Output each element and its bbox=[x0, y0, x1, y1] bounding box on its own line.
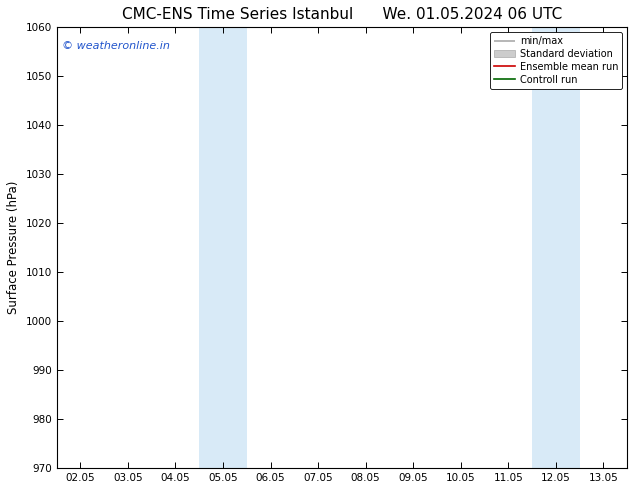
Legend: min/max, Standard deviation, Ensemble mean run, Controll run: min/max, Standard deviation, Ensemble me… bbox=[489, 32, 622, 89]
Y-axis label: Surface Pressure (hPa): Surface Pressure (hPa) bbox=[7, 181, 20, 315]
Title: CMC-ENS Time Series Istanbul      We. 01.05.2024 06 UTC: CMC-ENS Time Series Istanbul We. 01.05.2… bbox=[122, 7, 562, 22]
Bar bbox=[199, 27, 247, 468]
Text: © weatheronline.in: © weatheronline.in bbox=[62, 41, 170, 50]
Bar bbox=[532, 27, 579, 468]
